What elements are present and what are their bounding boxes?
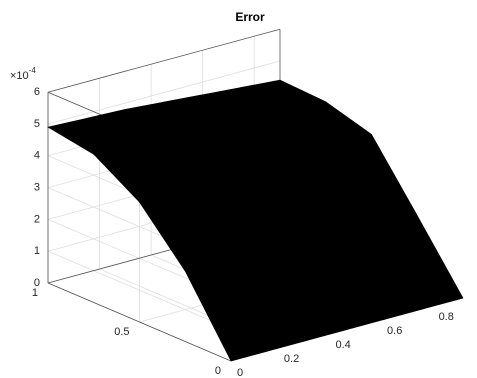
x-tick-label: 0.8 — [439, 311, 454, 323]
y-tick-label: 0 — [215, 365, 221, 377]
z-exponent: ×10-4 — [10, 66, 36, 82]
axis-box — [47, 28, 281, 93]
z-tick-label: 3 — [34, 182, 40, 194]
exponent-power: -4 — [29, 66, 37, 75]
surface-patch — [378, 215, 464, 309]
y-tick-label: 1 — [32, 287, 38, 299]
chart-title: Error — [235, 10, 265, 24]
z-tick-label: 4 — [34, 150, 40, 162]
x-tick-label: 0.6 — [387, 325, 402, 337]
z-grid-back — [47, 60, 281, 125]
y-tick-label: 0.5 — [114, 326, 129, 338]
z-tick-label: 6 — [34, 86, 40, 98]
axis-box — [47, 282, 232, 362]
z-tick-label: 1 — [34, 245, 40, 257]
x-tick-label: 0.4 — [335, 339, 350, 351]
exponent-base: ×10 — [10, 70, 29, 82]
x-tick-label: 0.2 — [284, 353, 299, 365]
x-tick-label: 0 — [237, 367, 243, 378]
z-tick-label: 0 — [34, 277, 40, 289]
z-tick-label: 2 — [34, 213, 40, 225]
z-grid-left — [47, 250, 232, 330]
z-tick-label: 5 — [34, 118, 40, 130]
